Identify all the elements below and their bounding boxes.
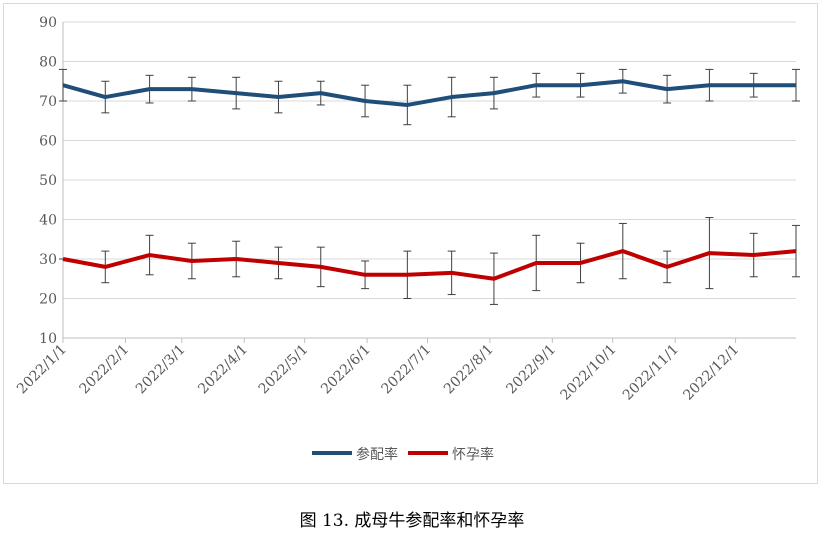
legend-label: 怀孕率 <box>452 446 494 463</box>
y-tick-label: 50 <box>39 173 57 189</box>
y-tick-label: 60 <box>39 134 57 150</box>
y-tick-label: 20 <box>39 292 57 308</box>
y-tick-label: 40 <box>39 213 57 229</box>
series-line <box>62 79 796 107</box>
y-tick-label: 70 <box>39 94 57 110</box>
series-line <box>62 249 797 281</box>
chart-border <box>3 3 818 484</box>
y-tick-label: 80 <box>39 55 57 71</box>
y-tick-label: 10 <box>39 331 57 347</box>
legend-label: 参配率 <box>356 446 398 463</box>
y-tick-label: 90 <box>39 15 57 31</box>
caption: 图 13. 成母牛参配率和怀孕率 <box>300 511 525 531</box>
y-tick-label: 30 <box>39 252 57 268</box>
